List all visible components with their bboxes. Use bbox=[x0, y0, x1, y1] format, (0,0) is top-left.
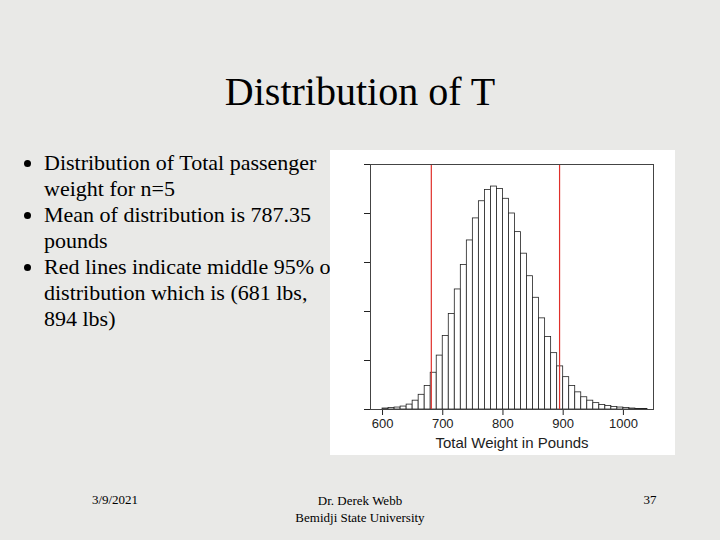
html-text:37: 37 bbox=[643, 492, 657, 507]
svg-text:Total Weight in Pounds: Total Weight in Pounds bbox=[435, 434, 588, 451]
svg-text:900: 900 bbox=[552, 416, 574, 431]
svg-text:600: 600 bbox=[372, 416, 394, 431]
html-text:Distribution of T: Distribution of T bbox=[224, 69, 496, 114]
html-text:Mean of distribution is 787.35: Mean of distribution is 787.35 pounds bbox=[44, 202, 311, 253]
html-text:Dr. Derek Webb: Dr. Derek Webb bbox=[317, 493, 403, 508]
html-text:3/9/2021: 3/9/2021 bbox=[91, 492, 139, 507]
svg-text:700: 700 bbox=[432, 416, 454, 431]
html-text:Red lines indicate middle 95%: Red lines indicate middle 95% of distrib… bbox=[44, 254, 338, 331]
html-text:Bemidji State University: Bemidji State University bbox=[295, 510, 425, 525]
svg-text:1000: 1000 bbox=[609, 416, 638, 431]
svg-text:800: 800 bbox=[492, 416, 514, 431]
html-text:Distribution of Total passenge: Distribution of Total passenger weight f… bbox=[44, 150, 317, 201]
